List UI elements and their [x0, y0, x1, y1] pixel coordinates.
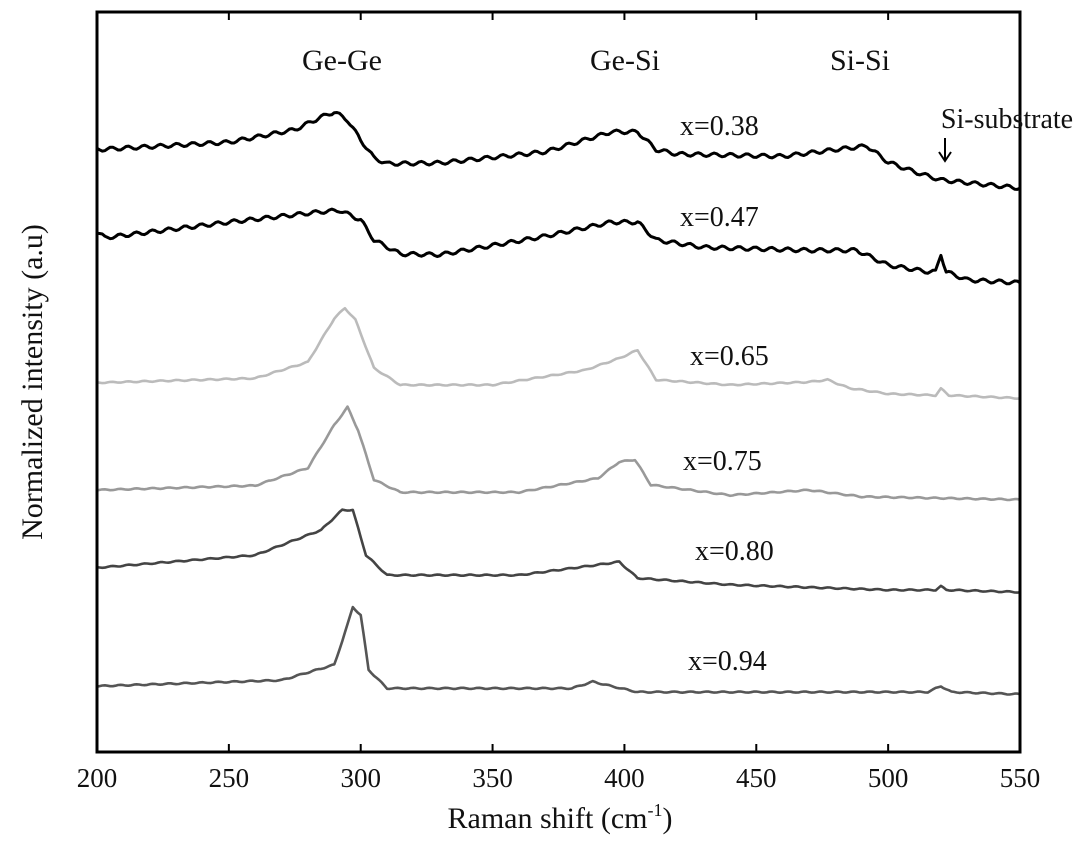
- label-layer: x=0.38 x=0.47 x=0.65 x=0.75 x=0.80 x=0.94 Ge-G…: [302, 44, 1073, 677]
- plot-frame: [95, 10, 1022, 754]
- series-line-x=0.47: [96, 207, 1021, 286]
- x-tick-label: 450: [736, 763, 777, 793]
- series-label: x=0.65: [690, 341, 769, 372]
- x-axis-label: Raman shift (cm-1): [448, 800, 673, 835]
- peak-label: Ge-Si: [590, 44, 660, 77]
- y-axis-label: Normalized intensity (a.u): [16, 224, 49, 540]
- series-label: x=0.80: [695, 536, 774, 567]
- series-label: x=0.75: [683, 446, 762, 477]
- series-line-x=0.65: [96, 306, 1021, 401]
- peak-label: Si-Si: [830, 44, 890, 77]
- x-tick-label: 500: [868, 763, 909, 793]
- x-tick-label: 200: [77, 763, 118, 793]
- x-tick-label: 550: [1000, 763, 1041, 793]
- series-label: x=0.94: [688, 646, 767, 677]
- tick-layer: 200 250 300 350 400 450 500 550: [77, 12, 1041, 793]
- series-label: x=0.38: [680, 111, 759, 142]
- series-line-x=0.38: [96, 111, 1021, 191]
- peak-label: Si-substrate: [941, 104, 1073, 135]
- x-tick-label: 300: [340, 763, 381, 793]
- x-tick-label: 400: [604, 763, 645, 793]
- series-line-x=0.94: [96, 605, 1021, 696]
- si-substrate-arrow: [938, 138, 952, 163]
- series-layer: [96, 111, 1021, 696]
- series-label: x=0.47: [680, 202, 759, 233]
- series-line-x=0.80: [96, 508, 1021, 594]
- series-line-x=0.75: [96, 405, 1021, 502]
- x-tick-label: 250: [209, 763, 250, 793]
- x-tick-label: 350: [472, 763, 513, 793]
- peak-label: Ge-Ge: [302, 44, 382, 77]
